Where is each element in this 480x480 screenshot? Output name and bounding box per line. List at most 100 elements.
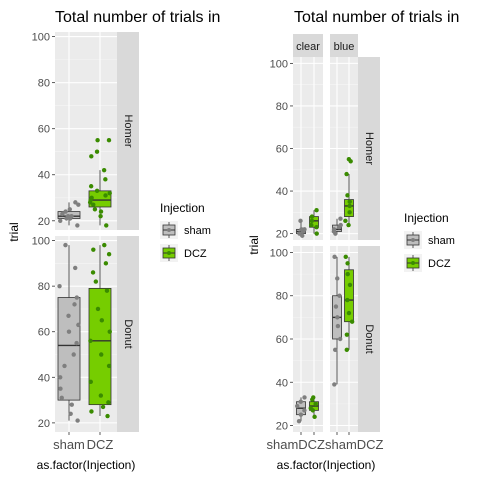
DCZ-point (103, 177, 108, 182)
sham-point (76, 202, 81, 207)
legend-label-sham: sham (428, 235, 455, 247)
DCZ-point (106, 363, 112, 369)
sham-point (58, 218, 63, 223)
sham-point (298, 399, 303, 404)
DCZ-point (88, 184, 94, 189)
panel-donut-clear: 20 40 60 80 100 (270, 246, 323, 433)
sham-point (333, 304, 339, 309)
DCZ-point (107, 190, 112, 196)
sham-point (62, 363, 67, 369)
DCZ-point (101, 167, 107, 173)
chart-right: Total number of trials in clear blue 20 40 60… (247, 9, 459, 472)
y-tick-label: 40 (38, 372, 50, 384)
sham-point (59, 395, 64, 401)
legend-key-point (167, 228, 171, 232)
sham-point (298, 218, 303, 224)
DCZ-point (92, 207, 98, 212)
DCZ-point (344, 171, 349, 177)
sham-point (295, 403, 300, 409)
legend-title: Injection (404, 211, 449, 225)
DCZ-point (308, 406, 313, 411)
sham-point (335, 276, 340, 281)
DCZ-point (93, 279, 99, 284)
y-tick-label: 60 (38, 124, 50, 136)
facet-strip-donut (358, 246, 380, 432)
sham-point (332, 347, 338, 353)
chart-title: Total number of trials in (294, 9, 459, 26)
y-tick-label: 100 (32, 32, 50, 44)
x-axis-title: as.factor(Injection) (37, 458, 136, 472)
y-tick-label: 80 (38, 281, 50, 293)
legend-title: Injection (160, 201, 205, 215)
y-tick-label: 20 (38, 418, 50, 430)
facet-strip-donut (117, 236, 139, 432)
DCZ-point (343, 218, 348, 224)
y-tick-label: 40 (276, 186, 288, 198)
DCZ-point (91, 202, 96, 207)
sham-point (299, 227, 304, 232)
DCZ-point (89, 154, 94, 159)
DCZ-point (106, 138, 112, 143)
sham-point (332, 382, 337, 387)
DCZ-box (88, 288, 112, 406)
y-tick-label: 60 (276, 144, 288, 156)
DCZ-point (100, 404, 106, 410)
DCZ-point (95, 306, 101, 312)
DCZ-point (345, 193, 350, 198)
sham-point (332, 254, 337, 260)
facet-label-homer: Homer (363, 132, 375, 165)
sham-point (302, 408, 307, 413)
DCZ-point (344, 347, 349, 353)
y-tick-label: 20 (276, 229, 288, 241)
DCZ-point (106, 252, 112, 257)
DCZ-point (346, 156, 352, 162)
facet-label-donut: Donut (363, 324, 375, 353)
DCZ-point (103, 261, 109, 266)
DCZ-point (349, 319, 355, 324)
y-tick-label: 60 (276, 334, 288, 346)
DCZ-point (98, 213, 103, 219)
panel-homer: 20 40 60 80 100 Homer (32, 32, 139, 230)
sham-point (74, 340, 79, 346)
legend-label-sham: sham (184, 225, 211, 237)
DCZ-point (314, 231, 319, 236)
DCZ-point (103, 193, 108, 198)
legend-key-point (411, 261, 415, 265)
DCZ-point (344, 332, 350, 337)
sham-point (69, 213, 74, 219)
sham-point (65, 213, 71, 219)
sham-point (335, 315, 340, 320)
DCZ-point (312, 414, 317, 420)
sham-point (71, 352, 76, 357)
DCZ-point (88, 338, 93, 344)
DCZ-point (107, 329, 112, 334)
y-tick-label: 60 (38, 327, 50, 339)
sham-point (337, 293, 342, 298)
y-axis-title: trial (247, 235, 261, 254)
sham-box (57, 297, 81, 401)
sham-point (66, 313, 71, 318)
y-tick-label: 80 (38, 78, 50, 90)
x-axis-title: as.factor(Injection) (277, 458, 376, 472)
sham-point (335, 323, 341, 329)
sham-point (75, 223, 80, 228)
DCZ-point (106, 400, 111, 405)
facet-strip-homer (358, 57, 380, 240)
sham-point (338, 222, 343, 228)
legend-key-point (411, 238, 415, 242)
legend-label-DCZ: DCZ (428, 258, 451, 270)
DCZ-point (347, 199, 352, 204)
sham-point (296, 418, 302, 424)
DCZ-point (94, 149, 100, 154)
DCZ-point (102, 242, 107, 248)
sham-point (60, 211, 65, 217)
y-axis-title: trial (7, 222, 21, 241)
DCZ-point (309, 222, 314, 228)
y-tick-label: 20 (38, 216, 50, 228)
DCZ-point (347, 282, 353, 288)
sham-point (76, 322, 81, 328)
sham-point (73, 200, 78, 205)
y-tick-label: 40 (38, 170, 50, 182)
panel-homer-blue (330, 57, 358, 240)
